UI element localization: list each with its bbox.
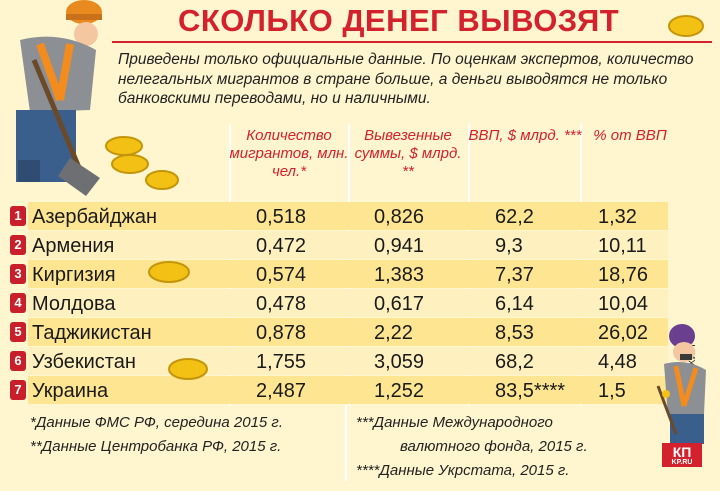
column-header-migrants: Количество мигрантов, млн. чел.* <box>229 127 349 180</box>
footnote-ukrstat: ****Данные Укрстата, 2015 г. <box>356 462 570 479</box>
footnote-cbr: **Данные Центробанка РФ, 2015 г. <box>30 438 282 455</box>
gdp-value: 7,37 <box>495 264 534 286</box>
migrants-value: 1,755 <box>256 351 307 373</box>
country-name: Узбекистан <box>32 351 136 373</box>
percent-value: 10,11 <box>598 235 647 257</box>
row-number: 7 <box>10 380 26 400</box>
gdp-value: 6,14 <box>495 293 534 315</box>
footnote-divider <box>345 405 347 481</box>
percent-value: 26,02 <box>598 322 649 344</box>
migrants-value: 0,574 <box>256 264 307 286</box>
table-row: 1 Азербайджан 0,518 0,826 62,2 1,32 <box>10 202 668 231</box>
country-name: Киргизия <box>32 264 116 286</box>
sums-value: 3,059 <box>374 351 425 373</box>
table-row: 7 Украина 2,487 1,252 83,5**** 1,5 <box>10 376 668 405</box>
gdp-value: 68,2 <box>495 351 534 373</box>
title-rule <box>112 41 712 43</box>
gdp-value: 62,2 <box>495 206 534 228</box>
coin <box>668 15 704 37</box>
column-header-gdp: ВВП, $ млрд. *** <box>468 127 582 144</box>
coin <box>148 261 190 283</box>
row-number: 1 <box>10 206 26 226</box>
sums-value: 0,941 <box>374 235 425 257</box>
country-name: Украина <box>32 380 109 402</box>
percent-value: 4,48 <box>598 351 637 373</box>
intro-text: Приведены только официальные данные. По … <box>118 51 694 107</box>
table-row: 5 Таджикистан 0,878 2,22 8,53 26,02 <box>10 318 668 347</box>
migrants-value: 0,472 <box>256 235 307 257</box>
migrants-value: 0,518 <box>256 206 307 228</box>
migrants-value: 2,487 <box>256 380 307 402</box>
gdp-value: 83,5**** <box>495 380 566 402</box>
percent-value: 18,76 <box>598 264 649 286</box>
country-name: Армения <box>32 235 115 257</box>
sums-value: 2,22 <box>374 322 413 344</box>
table-row: 3 Киргизия 0,574 1,383 7,37 18,76 <box>10 260 668 289</box>
worker-illustration <box>0 0 120 200</box>
table-row: 6 Узбекистан 1,755 3,059 68,2 4,48 <box>10 347 668 376</box>
row-number: 4 <box>10 293 26 313</box>
sums-value: 1,252 <box>374 380 425 402</box>
row-number: 6 <box>10 351 26 371</box>
country-name: Молдова <box>32 293 116 315</box>
gdp-value: 8,53 <box>495 322 534 344</box>
sums-value: 0,826 <box>374 206 425 228</box>
table-row: 4 Молдова 0,478 0,617 6,14 10,04 <box>10 289 668 318</box>
kp-logo: КП KP.RU <box>662 443 702 467</box>
column-header-sums: Вывезенные суммы, $ млрд. ** <box>354 127 462 180</box>
row-number: 5 <box>10 322 26 342</box>
country-name: Таджикистан <box>32 322 152 344</box>
column-header-percent: % от ВВП <box>593 127 667 144</box>
table-row: 2 Армения 0,472 0,941 9,3 10,11 <box>10 231 668 260</box>
percent-value: 1,32 <box>598 206 637 228</box>
migrants-value: 0,878 <box>256 322 307 344</box>
footnote-fms: *Данные ФМС РФ, середина 2015 г. <box>30 414 284 431</box>
country-name: Азербайджан <box>32 206 158 228</box>
footnote-imf-2: валютного фонда, 2015 г. <box>400 438 588 455</box>
coin-stack <box>105 136 179 190</box>
page-title: СКОЛЬКО ДЕНЕГ ВЫВОЗЯТ <box>178 3 620 38</box>
percent-value: 1,5 <box>598 380 626 402</box>
worker-illustration-small <box>656 324 706 444</box>
footnote-imf-1: ***Данные Международного <box>356 414 553 431</box>
row-number: 2 <box>10 235 26 255</box>
data-table: 1 Азербайджан 0,518 0,826 62,2 1,32 2 Ар… <box>10 202 668 405</box>
sums-value: 1,383 <box>374 264 425 286</box>
row-number: 3 <box>10 264 26 284</box>
sums-value: 0,617 <box>374 293 425 315</box>
coin <box>168 358 208 380</box>
migrants-value: 0,478 <box>256 293 307 315</box>
percent-value: 10,04 <box>598 293 649 315</box>
gdp-value: 9,3 <box>495 235 523 257</box>
